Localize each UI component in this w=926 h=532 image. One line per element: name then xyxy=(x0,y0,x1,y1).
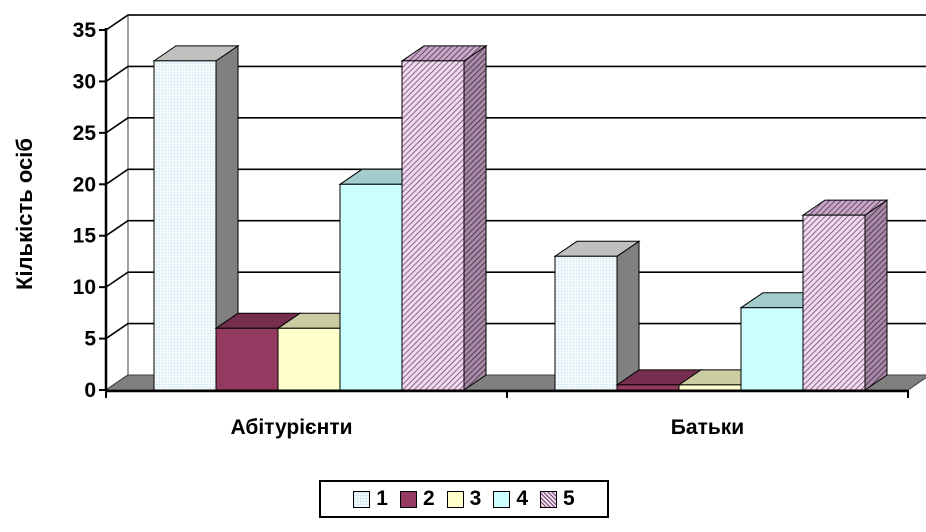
y-tick-label: 20 xyxy=(73,173,96,196)
bar-Батьки-series-1 xyxy=(553,240,641,391)
bar-Абітурієнти-series-1 xyxy=(152,44,240,391)
bar-front xyxy=(339,183,403,391)
bar-front xyxy=(616,384,680,391)
bar-front xyxy=(554,255,618,391)
bar-front xyxy=(740,307,804,391)
gridline xyxy=(105,219,926,237)
bar-side xyxy=(864,199,888,391)
legend-label: 1 xyxy=(376,487,388,510)
gridline xyxy=(105,322,926,340)
y-tick-label: 0 xyxy=(84,379,96,402)
y-axis-label: Кількість осіб xyxy=(12,138,37,290)
legend: 1 2 3 4 5 xyxy=(319,480,609,518)
legend-swatch xyxy=(353,490,371,508)
legend-swatch xyxy=(540,490,558,508)
x-category-label: Абітурієнти xyxy=(230,416,352,439)
legend-label: 5 xyxy=(563,487,575,510)
legend-swatch xyxy=(493,490,511,508)
bar-front xyxy=(401,60,465,391)
bar-side xyxy=(463,44,487,391)
legend-swatch xyxy=(399,490,417,508)
bar-Абітурієнти-series-5 xyxy=(400,44,488,391)
y-tick-label: 15 xyxy=(73,225,97,248)
legend-label: 3 xyxy=(469,487,482,510)
gridline xyxy=(105,168,926,185)
y-tick-label: 10 xyxy=(73,276,96,299)
legend-item: 5 xyxy=(540,487,575,511)
legend-item: 3 xyxy=(446,487,482,511)
y-tick-label: 25 xyxy=(73,122,97,145)
legend-item: 4 xyxy=(493,487,528,511)
legend-label: 4 xyxy=(516,487,529,510)
legend-swatch xyxy=(446,490,464,508)
gridline xyxy=(105,14,926,31)
bar-front xyxy=(153,60,217,391)
gridlines xyxy=(105,14,926,340)
bar-Батьки-series-5 xyxy=(801,199,889,391)
gridline xyxy=(105,65,926,83)
bar-front xyxy=(277,327,341,391)
bar-front xyxy=(802,214,866,391)
bar-front xyxy=(215,327,279,391)
legend-item: 1 xyxy=(353,487,388,511)
legend-label: 2 xyxy=(422,487,435,510)
x-category-label: Батьки xyxy=(671,416,744,439)
gridline xyxy=(105,117,926,134)
y-tick-label: 5 xyxy=(84,328,96,351)
bar-front xyxy=(678,384,742,391)
legend-item: 2 xyxy=(399,487,435,511)
y-tick-label: 30 xyxy=(73,70,96,93)
bar-side xyxy=(616,240,640,391)
x-axis-ticks: Абітурієнти Батьки xyxy=(105,390,909,439)
gridline xyxy=(105,271,926,288)
y-axis-ticks: 0 5 10 15 20 25 30 35 xyxy=(73,19,106,402)
bar-series xyxy=(152,44,889,391)
y-tick-label: 35 xyxy=(73,19,97,42)
